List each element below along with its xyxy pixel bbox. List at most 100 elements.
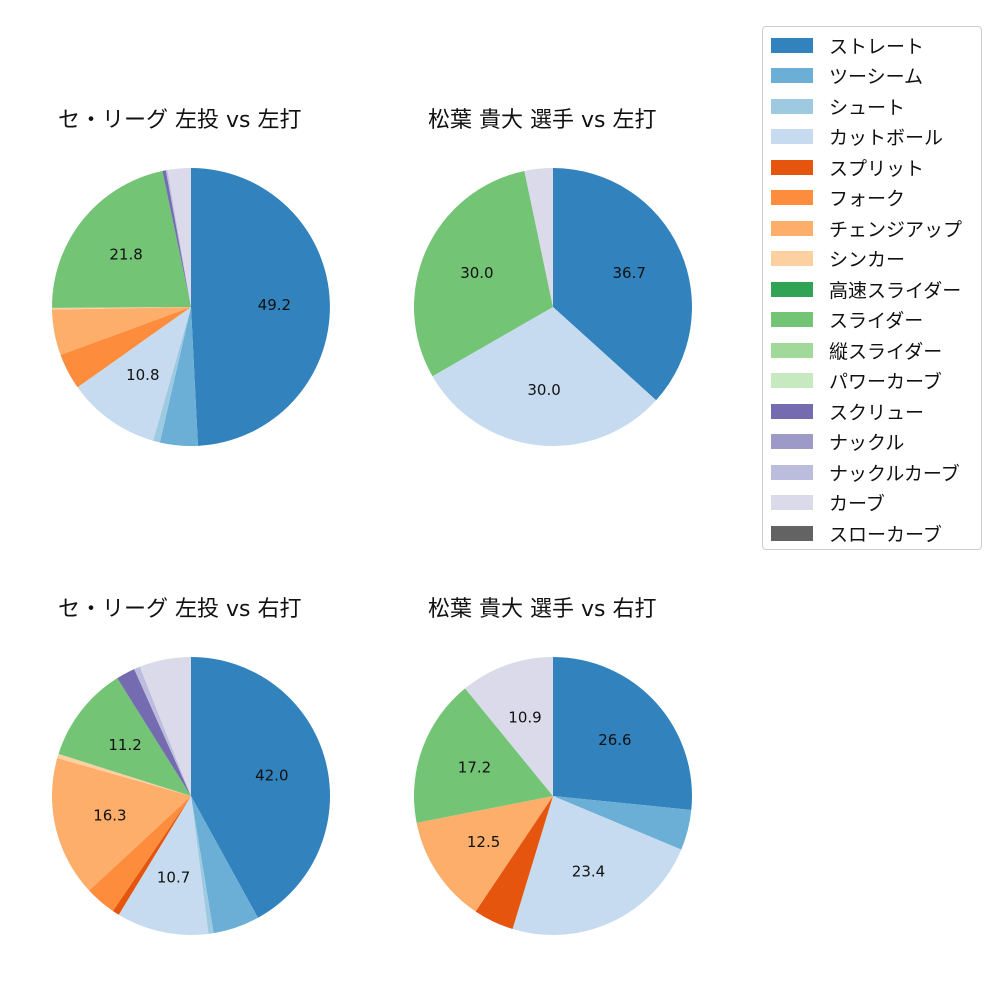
legend-item: スプリット (771, 155, 924, 180)
pie-slice (414, 688, 553, 823)
pie-slice (118, 796, 209, 935)
pie-slice (167, 168, 191, 307)
slice-value-label: 10.8 (126, 366, 159, 384)
pie-slice (52, 758, 192, 891)
legend-item: チェンジアップ (771, 216, 963, 241)
pie-slice (57, 753, 191, 796)
legend-swatch (771, 68, 813, 83)
slice-value-label: 16.3 (93, 807, 126, 825)
legend-swatch (771, 37, 813, 53)
slice-value-label: 21.8 (109, 246, 142, 264)
pie-slice (162, 170, 191, 307)
pie-slice (77, 307, 191, 441)
slice-value-label: 12.5 (467, 833, 500, 851)
legend-label: 縦スライダー (829, 340, 943, 363)
legend-swatch (771, 373, 813, 388)
slice-value-label: 42.0 (255, 766, 288, 784)
legend-label: シュート (829, 96, 906, 119)
legend-label: 高速スライダー (829, 279, 962, 302)
slice-value-label: 36.7 (612, 264, 645, 282)
pie-slice (159, 307, 198, 446)
slice-value-label: 26.6 (598, 731, 631, 749)
legend-swatch (771, 312, 813, 327)
slice-value-label: 49.2 (258, 296, 291, 314)
legend-label: スローカーブ (829, 523, 942, 546)
legend-swatch (771, 251, 813, 266)
pie-chart-league-vs-right: 42.0 10.7 16.3 11.2 (52, 657, 331, 935)
legend-swatch (771, 98, 813, 114)
legend-label: カーブ (829, 493, 885, 515)
legend-item: ナックルカーブ (771, 460, 960, 485)
legend-swatch (771, 434, 813, 449)
pie-chart-pitcher-vs-right: 26.6 23.4 12.5 17.2 10.9 (414, 657, 693, 935)
legend-swatch (771, 525, 813, 541)
legend-label: チェンジアップ (829, 218, 963, 241)
slice-value-label: 30.0 (460, 264, 493, 282)
legend-label: シンカー (829, 249, 906, 271)
legend-label: スライダー (829, 310, 924, 332)
slice-value-label: 23.4 (572, 863, 605, 881)
pie-slice (553, 168, 693, 401)
legend-swatch (771, 159, 813, 175)
pie-slice (134, 666, 191, 796)
legend-label: スクリュー (829, 401, 925, 424)
pie-slice (139, 657, 191, 796)
legend-item: スライダー (771, 308, 923, 332)
pie-slice (432, 307, 657, 447)
legend-item: フォーク (771, 186, 905, 210)
legend-item: スクリュー (771, 399, 925, 424)
legend-item: シンカー (771, 247, 905, 271)
pie-slice (58, 678, 191, 796)
pie-slice (153, 307, 191, 443)
legend-item: ストレート (771, 33, 925, 58)
pie-slice (60, 307, 191, 388)
pie-slice (465, 657, 553, 796)
pie-slice (191, 168, 330, 446)
legend-swatch (771, 403, 813, 419)
chart-title: セ・リーグ 左投 vs 右打 (58, 597, 302, 622)
legend-item: 高速スライダー (771, 277, 962, 302)
legend-swatch (771, 464, 813, 480)
legend-label: カットボール (829, 127, 944, 149)
pie-slice (51, 170, 192, 308)
pie-slice (191, 796, 214, 934)
pie-slice (112, 796, 191, 915)
legend-label: ストレート (829, 35, 925, 58)
legend-swatch (771, 129, 813, 144)
pie-slice (553, 657, 693, 810)
legend-item: ナックル (771, 430, 904, 454)
pie-slice (416, 796, 553, 912)
chart-title: 松葉 貴大 選手 vs 左打 (428, 108, 657, 133)
legend-item: スローカーブ (771, 521, 942, 546)
legend-swatch (771, 190, 813, 205)
slice-value-label: 30.0 (527, 381, 560, 399)
chart-title: セ・リーグ 左投 vs 左打 (58, 108, 302, 133)
chart-title: 松葉 貴大 選手 vs 右打 (428, 597, 657, 622)
pie-slice (89, 796, 191, 911)
pie-slice (117, 669, 191, 796)
legend-swatch (771, 220, 813, 236)
pie-slice (475, 796, 553, 929)
legend-swatch (771, 342, 813, 358)
pie-slice (191, 796, 258, 934)
slice-value-label: 17.2 (458, 759, 491, 777)
pie-chart-league-vs-left: 49.2 10.8 21.8 (51, 168, 330, 446)
legend-label: ナックル (829, 432, 905, 454)
pie-slice (512, 796, 682, 935)
legend-swatch (771, 281, 813, 297)
slice-value-label: 10.7 (157, 869, 190, 887)
legend-item: 縦スライダー (771, 338, 943, 363)
legend-swatch (771, 495, 813, 510)
legend-label: ツーシーム (829, 66, 924, 88)
pie-slice (52, 307, 191, 355)
legend-label: ナックルカーブ (829, 462, 960, 485)
legend-label: フォーク (829, 188, 906, 210)
pie-slice (52, 307, 191, 310)
pie-chart-pitcher-vs-left: 36.7 30.0 30.0 (414, 168, 693, 447)
legend: ストレートツーシームシュートカットボールスプリットフォークチェンジアップ シンカー… (762, 26, 982, 550)
legend-item: カーブ (771, 491, 885, 515)
pie-slice (165, 170, 191, 307)
legend-item: カットボール (771, 125, 943, 149)
legend-item: シュート (771, 94, 906, 119)
